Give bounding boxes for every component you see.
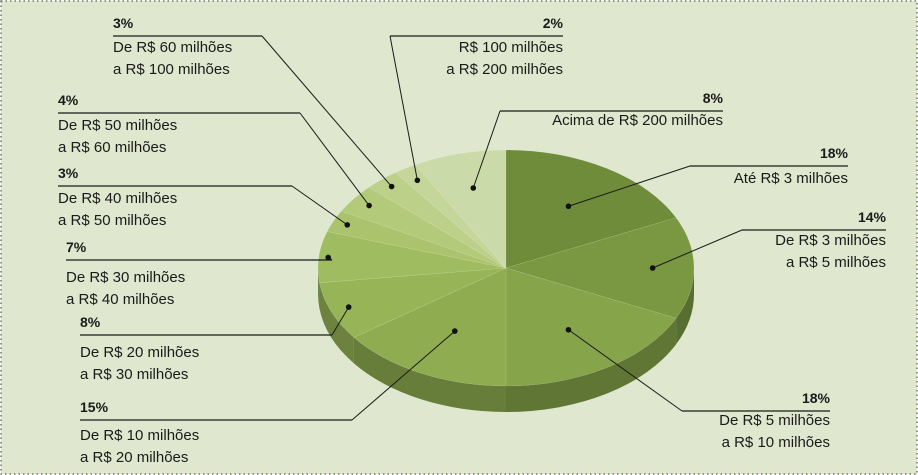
leader-line <box>389 35 418 181</box>
value-label: 3% <box>58 165 79 181</box>
category-label: De R$ 60 milhões <box>113 39 232 56</box>
category-label: a R$ 200 milhões <box>446 61 563 78</box>
pie-slice <box>319 267 507 338</box>
value-label: 8% <box>703 90 724 106</box>
pie-slice <box>394 164 507 269</box>
pie-side <box>318 268 320 309</box>
leader-dot <box>414 177 421 184</box>
pie-slice <box>353 267 507 387</box>
pie <box>317 149 695 412</box>
pie-slice <box>340 186 507 269</box>
leader-line <box>652 229 743 269</box>
category-label: De R$ 40 milhões <box>58 190 177 207</box>
value-label: 4% <box>58 92 79 108</box>
category-label: De R$ 3 milhões <box>775 232 886 249</box>
leader-line <box>351 330 456 421</box>
category-label: De R$ 30 milhões <box>66 269 185 286</box>
pie-slice <box>368 172 507 269</box>
value-label: 7% <box>66 239 87 255</box>
value-label: 18% <box>802 390 831 406</box>
leader-dot <box>649 265 656 271</box>
value-label: 14% <box>858 209 887 225</box>
category-label: Até R$ 3 milhões <box>734 170 848 187</box>
pie-slice <box>505 267 677 387</box>
leader-dot <box>345 304 352 310</box>
leader-line <box>299 112 370 206</box>
value-label: 8% <box>80 314 101 330</box>
pie-slice <box>414 149 507 269</box>
pie-side <box>506 318 677 412</box>
value-label: 15% <box>80 399 109 415</box>
pie-side <box>676 268 694 345</box>
category-label: De R$ 10 milhões <box>80 427 199 444</box>
pie-side <box>319 282 354 364</box>
leader-line <box>331 306 350 336</box>
leader-line <box>472 110 501 189</box>
leader-dot <box>470 185 477 191</box>
category-label: a R$ 10 milhões <box>722 434 830 451</box>
category-label: R$ 100 milhões <box>459 39 563 56</box>
value-label: 18% <box>820 145 849 161</box>
leader-dot <box>388 183 395 190</box>
category-label: a R$ 30 milhões <box>80 366 188 383</box>
leader-dot <box>451 328 458 334</box>
leader-dot <box>344 222 351 228</box>
category-label: a R$ 100 milhões <box>113 61 230 78</box>
pie-slice <box>505 149 677 269</box>
category-label: a R$ 60 milhões <box>58 139 166 156</box>
pie-slice <box>504 217 695 319</box>
leader-line <box>261 35 392 187</box>
leader-dot <box>565 203 572 210</box>
labels: 18% Até R$ 3 milhões 14% De R$ 3 milhões a R… <box>58 15 887 466</box>
category-label: a R$ 5 milhões <box>786 254 886 271</box>
leader-dot <box>366 202 372 209</box>
value-label: 2% <box>543 15 564 31</box>
leader-line <box>568 329 683 412</box>
pie-slice <box>317 231 507 284</box>
category-label: De R$ 5 milhões <box>719 412 830 429</box>
category-label: a R$ 40 milhões <box>66 291 174 308</box>
pie-slice <box>326 210 507 269</box>
pie-side <box>353 337 506 412</box>
category-label: Acima de R$ 200 milhões <box>552 112 723 129</box>
leader-dot <box>325 254 331 261</box>
category-label: a R$ 50 milhões <box>58 212 166 229</box>
leader-dot <box>565 326 572 333</box>
value-label: 3% <box>113 15 134 31</box>
leader-line <box>568 165 691 207</box>
leader-line <box>291 185 348 226</box>
category-label: De R$ 50 milhões <box>58 117 177 134</box>
category-label: De R$ 20 milhões <box>80 344 199 361</box>
category-label: a R$ 20 milhões <box>80 449 188 466</box>
